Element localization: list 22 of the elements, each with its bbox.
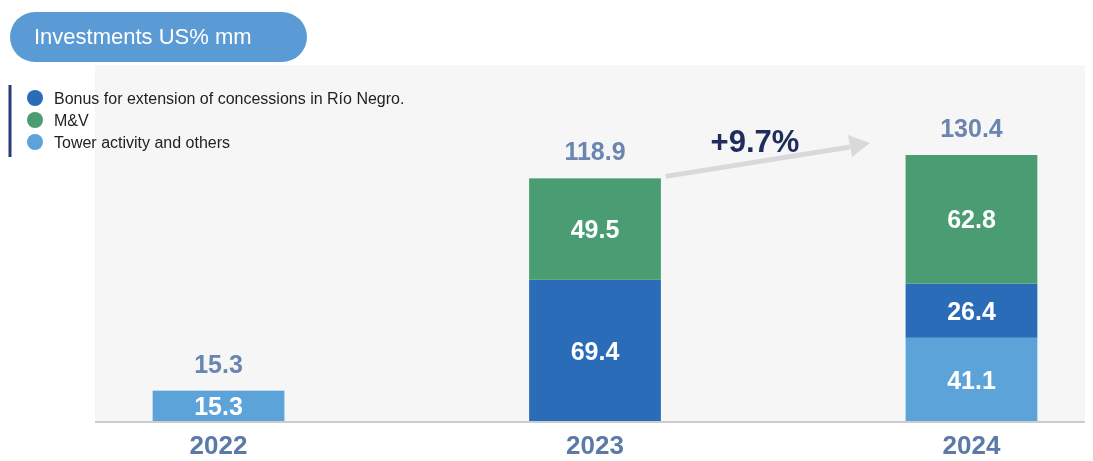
x-tick-label: 2022 [189, 430, 248, 460]
data-label: 26.4 [947, 296, 996, 325]
x-tick-label: 2024 [942, 430, 1001, 460]
bar [529, 279, 661, 422]
bar [905, 337, 1038, 422]
legend-label: Bonus for extension of concessions in Río Negro. [54, 90, 405, 107]
x-tick-label: 2023 [566, 430, 624, 460]
data-label: 62.8 [947, 205, 996, 234]
bar [905, 283, 1038, 338]
bar [529, 178, 661, 280]
legend-label: Tower activity and others [54, 134, 231, 151]
bar [905, 155, 1038, 284]
total-label: 15.3 [194, 349, 243, 378]
legend-label: M&V [54, 112, 89, 129]
data-label: 15.3 [194, 392, 243, 421]
data-label: 41.1 [947, 365, 996, 394]
data-label: 69.4 [570, 336, 620, 365]
annotation: +9.7% [710, 124, 800, 159]
total-label: 118.9 [564, 137, 626, 166]
total-label: 130.4 [940, 114, 1003, 142]
data-label: 49.5 [570, 215, 620, 244]
chart-title: Investments US% mm [34, 24, 252, 49]
